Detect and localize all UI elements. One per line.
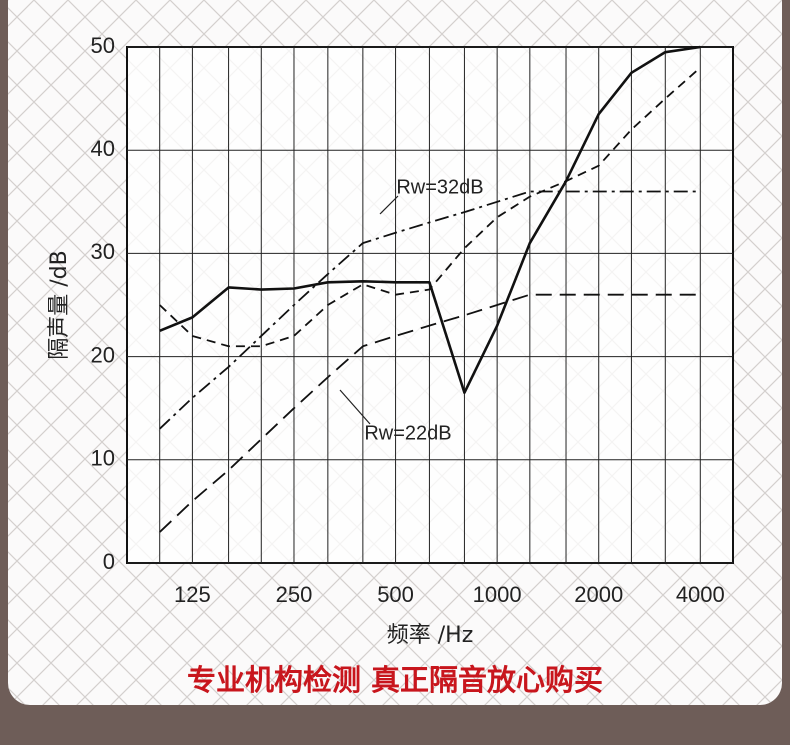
y-tick-label: 50 [91,33,115,58]
plot-frame [126,46,734,564]
series-line [159,45,701,395]
series-line [159,66,701,348]
x-tick-label: 4000 [676,582,725,607]
annotation-leader [339,389,371,425]
banner: 专业机构检测 真正隔音放心购买 [187,663,603,697]
series-line [159,293,701,533]
x-axis-label: 频率 /Hz [387,623,474,648]
annotation: Rw=32dB [396,176,483,198]
x-tick-label: 500 [377,582,414,607]
y-tick-label: 0 [103,549,115,574]
x-tick-label: 2000 [574,582,623,607]
y-axis-label: 隔声量 /dB [47,250,72,359]
y-tick-label: 20 [91,342,115,367]
series-line [159,190,701,430]
y-tick-label: 10 [91,446,115,471]
x-tick-label: 1000 [473,582,522,607]
x-tick-label: 125 [174,582,211,607]
annotation-leader [379,195,399,215]
x-tick-label: 250 [276,582,313,607]
y-tick-label: 30 [91,239,115,264]
y-tick-label: 40 [91,136,115,161]
annotation: Rw=22dB [364,422,451,444]
